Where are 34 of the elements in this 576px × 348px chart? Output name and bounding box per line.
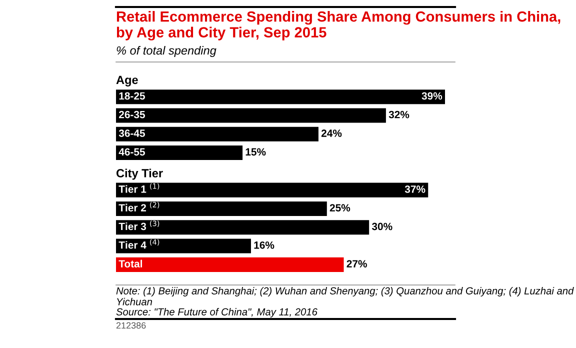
data-label: 32% — [388, 110, 410, 118]
bar — [116, 90, 445, 104]
bar — [116, 182, 428, 198]
bar — [116, 126, 318, 142]
bar — [116, 201, 327, 216]
data-label: 25% — [330, 204, 350, 212]
text: Note: (1) Beijing and Shanghai; (2) Wuhan and Shenyang; (3) Quanzhou and Guiyang; (4) Luzhai and Yichuan — [116, 287, 574, 306]
y-tick-label: Tier 1 $^{(1)}$ — [118, 183, 160, 193]
bar — [116, 146, 243, 160]
chart-title: Retail Ecommerce Spending Share Among Consumers in China, by Age and City Tier, Sep 2015 — [116, 11, 560, 40]
data-label: 16% — [254, 241, 274, 249]
y-tick-label: Tier 2 $^{(2)}$ — [118, 202, 160, 212]
chart-subtitle: % of total spending — [116, 46, 216, 58]
bar — [116, 257, 344, 272]
data-label: 39% — [422, 92, 442, 100]
data-label: 37% — [404, 186, 426, 193]
y-tick-label: 26-35 — [118, 110, 145, 118]
y-tick-label: Age — [116, 76, 138, 86]
data-label: 27% — [346, 260, 367, 268]
y-tick-label: Total — [118, 260, 142, 268]
bar — [116, 220, 370, 235]
data-label: 15% — [246, 148, 266, 156]
bar — [116, 108, 386, 123]
data-label: 30% — [372, 222, 392, 230]
bar — [116, 238, 251, 254]
y-tick-label: Tier 3 $^{(3)}$ — [118, 220, 160, 230]
y-tick-label: 46-55 — [118, 148, 145, 156]
data-label: 24% — [321, 130, 342, 137]
y-tick-label: Tier 4 $^{(4)}$ — [118, 239, 160, 249]
y-tick-label: 18-25 — [119, 92, 145, 100]
text: 212386 — [116, 322, 146, 329]
source-note: Source: "The Future of China", May 11, 2016 — [116, 308, 318, 318]
y-tick-label: 36-45 — [118, 130, 145, 137]
y-tick-label: City Tier — [116, 168, 163, 180]
